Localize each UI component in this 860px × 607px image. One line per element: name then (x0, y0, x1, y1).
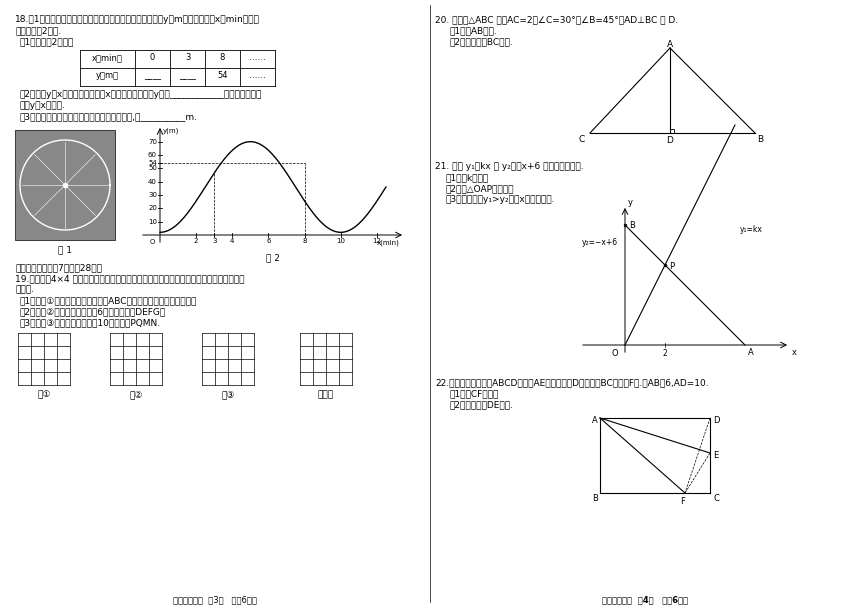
Text: 10: 10 (148, 219, 157, 225)
Text: 初二数学试卷  第3页   （共6页）: 初二数学试卷 第3页 （共6页） (173, 595, 257, 604)
Text: E: E (713, 451, 718, 460)
Text: 70: 70 (148, 138, 157, 144)
Text: （3）在图③中，画一个面积为10的正方形PQMN.: （3）在图③中，画一个面积为10的正方形PQMN. (20, 318, 161, 327)
Text: 图 1: 图 1 (58, 245, 72, 254)
Text: 的关系如图2所示.: 的关系如图2所示. (15, 26, 61, 35)
Text: C: C (713, 494, 719, 503)
Text: 18.图1中的摩天轮可抽象成一个圆，圆上一点离地面的高度y（m）与旋转时间x（min）之间: 18.图1中的摩天轮可抽象成一个圆，圆上一点离地面的高度y（m）与旋转时间x（m… (15, 15, 260, 24)
Text: 54: 54 (148, 160, 157, 166)
Text: 8: 8 (303, 238, 307, 244)
Text: 3: 3 (185, 53, 190, 62)
Text: 54: 54 (218, 71, 228, 80)
Text: D: D (666, 136, 673, 145)
Text: y₂=−x+6: y₂=−x+6 (582, 238, 618, 247)
Text: y（m）: y（m） (96, 71, 119, 80)
Text: （2）变量y是x的函数因为：对于x的每一个确定的值y都有____________的值与其对应，: （2）变量y是x的函数因为：对于x的每一个确定的值y都有____________… (20, 90, 262, 99)
Text: （2）求△OAP的面积；: （2）求△OAP的面积； (445, 184, 513, 193)
Text: x(min): x(min) (378, 240, 400, 246)
Text: 6: 6 (267, 238, 271, 244)
Text: B: B (592, 494, 598, 503)
Text: （2）直接写出DE的长.: （2）直接写出DE的长. (450, 400, 514, 409)
Text: 图①: 图① (37, 390, 51, 399)
Text: 19.如图，在4×4 的正方形网格中，每个小格的顶点叫做格点，以格点为顶点分别按下列要: 19.如图，在4×4 的正方形网格中，每个小格的顶点叫做格点，以格点为顶点分别按… (15, 274, 244, 283)
Text: 30: 30 (148, 192, 157, 198)
Text: x（min）: x（min） (92, 53, 123, 62)
Text: ……: …… (249, 53, 266, 62)
Text: 20. 已知：△ABC 中，AC=2，∠C=30°，∠B=45°，AD⊥BC 于 D.: 20. 已知：△ABC 中，AC=2，∠C=30°，∠B=45°，AD⊥BC 于… (435, 15, 679, 24)
Text: B: B (757, 135, 763, 144)
Text: （3）直接写出y₁>y₂时，x的取值范围.: （3）直接写出y₁>y₂时，x的取值范围. (445, 195, 555, 204)
Text: （1）根据图2填表：: （1）根据图2填表： (20, 37, 74, 46)
Text: 21. 函数 y₁＝kx 与 y₂＝－x+6 的图象如图所示.: 21. 函数 y₁＝kx 与 y₂＝－x+6 的图象如图所示. (435, 162, 584, 171)
Text: C: C (579, 135, 585, 144)
Text: 12: 12 (372, 238, 381, 244)
Text: 所以y是x的函数.: 所以y是x的函数. (20, 101, 66, 110)
Text: （1）求k的值；: （1）求k的值； (445, 173, 488, 182)
Text: 50: 50 (148, 165, 157, 171)
Bar (15, 130, 115, 240)
Text: 四、简答题（每题7分，共28分）: 四、简答题（每题7分，共28分） (15, 263, 102, 272)
Bar (670, 129, 674, 133)
Text: x: x (792, 348, 797, 357)
Text: （1）求AB的长.: （1）求AB的长. (450, 26, 498, 35)
Text: O: O (611, 349, 618, 358)
Text: 40: 40 (148, 178, 157, 185)
Text: 求画图.: 求画图. (15, 285, 34, 294)
Text: 2: 2 (194, 238, 199, 244)
Text: ……: …… (249, 71, 266, 80)
Text: 4: 4 (230, 238, 235, 244)
Text: 10: 10 (336, 238, 345, 244)
Text: y(m): y(m) (163, 127, 180, 134)
Text: O: O (150, 239, 155, 245)
Text: A: A (748, 348, 753, 357)
Text: 22.如图，将矩形纸片ABCD沿直线AE翻折，使点D恰好落在BC边的点F处.若AB＝6,AD=10.: 22.如图，将矩形纸片ABCD沿直线AE翻折，使点D恰好落在BC边的点F处.若A… (435, 378, 709, 387)
Text: ____: ____ (144, 71, 161, 80)
Text: 8: 8 (220, 53, 225, 62)
Text: A: A (592, 416, 598, 425)
Text: y: y (628, 198, 633, 207)
Text: P: P (669, 262, 674, 271)
Text: （1）在图①中，画一个直角三角形ABC，使它的三边长都是有理数；: （1）在图①中，画一个直角三角形ABC，使它的三边长都是有理数； (20, 296, 198, 305)
Text: （3）根据图中的信息，直接写出摩天轮的直径,为__________m.: （3）根据图中的信息，直接写出摩天轮的直径,为__________m. (20, 112, 198, 121)
Text: 图②: 图② (129, 390, 143, 399)
Text: （2）直接写出BC的长.: （2）直接写出BC的长. (450, 37, 513, 46)
Text: 0: 0 (150, 53, 155, 62)
Text: 60: 60 (148, 152, 157, 158)
Text: 备用图: 备用图 (318, 390, 334, 399)
Text: B: B (629, 221, 635, 230)
Text: （1）求CF的长；: （1）求CF的长； (450, 389, 500, 398)
Text: F: F (680, 497, 685, 506)
Text: y₁=kx: y₁=kx (740, 225, 763, 234)
Text: 图 2: 图 2 (266, 253, 280, 262)
Text: （2）在图②中，画一个面积为6的平行四边形DEFG；: （2）在图②中，画一个面积为6的平行四边形DEFG； (20, 307, 166, 316)
Text: 20: 20 (148, 205, 157, 211)
Text: A: A (667, 40, 673, 49)
Text: 图③: 图③ (221, 390, 235, 399)
Text: ____: ____ (179, 71, 196, 80)
Text: D: D (713, 416, 720, 425)
Text: 2: 2 (662, 349, 667, 358)
Text: 初二数学试卷  第4页   （共6页）: 初二数学试卷 第4页 （共6页） (602, 595, 688, 604)
Text: 3: 3 (212, 238, 217, 244)
